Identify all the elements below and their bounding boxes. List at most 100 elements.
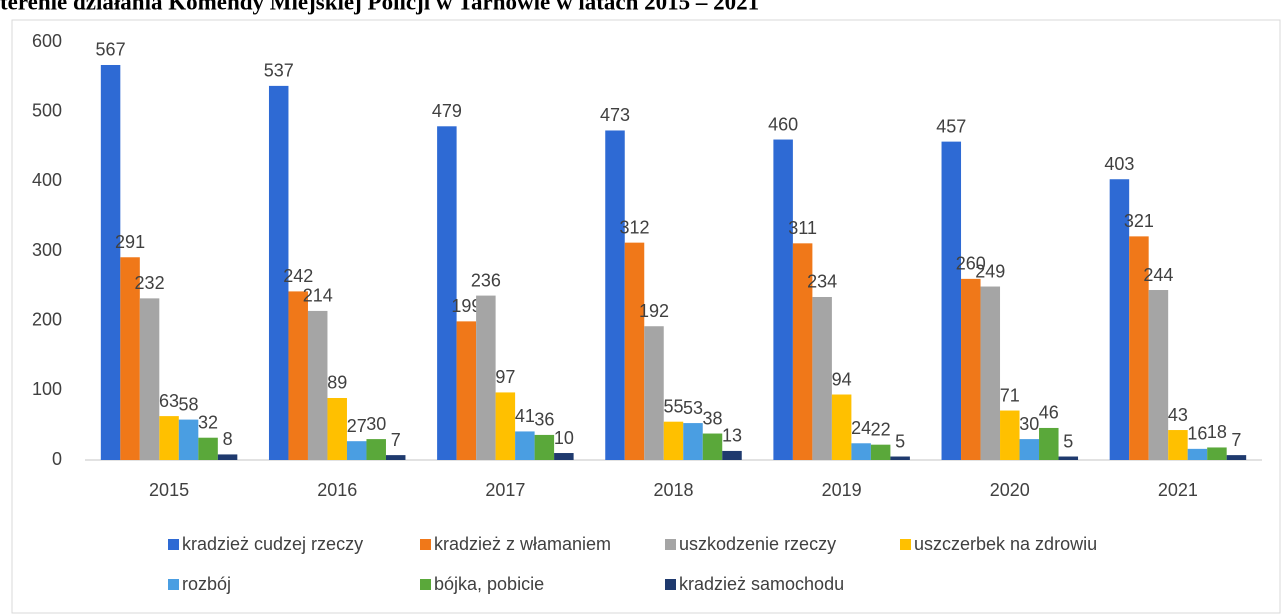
value-label: 460 bbox=[768, 114, 798, 134]
bar bbox=[178, 419, 199, 460]
legend-swatch bbox=[665, 539, 676, 550]
bar bbox=[385, 455, 406, 460]
value-label: 16 bbox=[1187, 424, 1207, 444]
bar bbox=[1187, 448, 1208, 460]
bar bbox=[831, 394, 852, 460]
value-label: 234 bbox=[807, 272, 837, 292]
bar bbox=[495, 392, 516, 460]
bar bbox=[515, 431, 535, 460]
bar bbox=[1168, 430, 1188, 460]
value-label: 10 bbox=[554, 428, 574, 448]
legend-label: kradzież z włamaniem bbox=[434, 534, 611, 554]
value-label: 94 bbox=[832, 369, 852, 389]
bar bbox=[1129, 236, 1149, 460]
value-label: 30 bbox=[366, 414, 386, 434]
bar bbox=[307, 310, 328, 460]
value-label: 43 bbox=[1168, 405, 1188, 425]
bar bbox=[980, 286, 1001, 460]
bar bbox=[890, 456, 910, 460]
bar bbox=[1109, 179, 1130, 460]
bar bbox=[100, 64, 121, 461]
legend-swatch bbox=[168, 539, 179, 550]
x-tick-label: 2021 bbox=[1158, 480, 1198, 500]
chart-frame bbox=[11, 19, 1281, 614]
y-tick-label: 300 bbox=[32, 240, 62, 260]
value-label: 311 bbox=[788, 218, 817, 238]
value-label: 18 bbox=[1207, 422, 1227, 442]
bar bbox=[812, 296, 832, 460]
bar bbox=[268, 85, 289, 460]
legend-swatch bbox=[168, 579, 179, 590]
bar bbox=[605, 130, 625, 460]
bar bbox=[456, 321, 477, 460]
y-tick-label: 100 bbox=[32, 379, 62, 399]
legend-swatch bbox=[420, 579, 431, 590]
value-label: 53 bbox=[683, 398, 703, 418]
bar bbox=[663, 421, 684, 460]
bar bbox=[722, 450, 742, 460]
value-label: 5 bbox=[895, 431, 905, 451]
legend-label: bójka, pobicie bbox=[434, 574, 544, 594]
value-label: 5 bbox=[1063, 431, 1073, 451]
value-label: 41 bbox=[515, 406, 535, 426]
legend-label: rozbój bbox=[182, 574, 231, 594]
bar bbox=[534, 434, 555, 460]
bar bbox=[870, 444, 891, 460]
legend-label: kradzież samochodu bbox=[679, 574, 844, 594]
bar bbox=[198, 437, 218, 460]
y-tick-label: 400 bbox=[32, 170, 62, 190]
bar bbox=[327, 397, 347, 460]
bar bbox=[1039, 427, 1059, 460]
bar bbox=[217, 454, 238, 460]
legend-swatch bbox=[900, 539, 911, 550]
bar bbox=[1019, 439, 1040, 460]
value-label: 242 bbox=[283, 266, 313, 286]
value-label: 457 bbox=[936, 116, 966, 136]
value-label: 24 bbox=[851, 418, 871, 438]
value-label: 199 bbox=[451, 296, 481, 316]
bar bbox=[437, 126, 457, 461]
bar bbox=[941, 141, 962, 460]
bar bbox=[366, 439, 386, 460]
value-label: 567 bbox=[96, 40, 126, 60]
bar bbox=[159, 416, 179, 460]
bar bbox=[1000, 410, 1020, 460]
value-label: 58 bbox=[179, 394, 199, 414]
value-label: 30 bbox=[1019, 414, 1039, 434]
legend-swatch bbox=[665, 579, 676, 590]
value-label: 55 bbox=[663, 396, 683, 416]
bar bbox=[961, 278, 981, 460]
bar bbox=[702, 433, 723, 460]
value-label: 236 bbox=[471, 270, 501, 290]
bar bbox=[1148, 290, 1169, 460]
value-label: 312 bbox=[619, 217, 649, 237]
y-tick-label: 200 bbox=[32, 309, 62, 329]
x-tick-label: 2016 bbox=[317, 480, 357, 500]
value-label: 214 bbox=[303, 286, 333, 306]
legend-swatch bbox=[420, 539, 431, 550]
value-label: 89 bbox=[327, 373, 347, 393]
bar bbox=[554, 453, 574, 460]
y-tick-label: 0 bbox=[52, 449, 62, 469]
value-label: 27 bbox=[347, 416, 367, 436]
x-tick-label: 2017 bbox=[485, 480, 525, 500]
value-label: 537 bbox=[264, 61, 294, 81]
bar bbox=[1058, 456, 1079, 460]
value-label: 7 bbox=[1231, 430, 1241, 450]
bar bbox=[120, 257, 140, 460]
value-label: 13 bbox=[722, 426, 742, 446]
x-tick-label: 2018 bbox=[653, 480, 693, 500]
bar bbox=[1207, 447, 1227, 460]
value-label: 97 bbox=[495, 367, 515, 387]
value-label: 244 bbox=[1143, 265, 1173, 285]
bar bbox=[644, 326, 664, 460]
value-label: 249 bbox=[975, 261, 1005, 281]
value-label: 291 bbox=[115, 232, 145, 252]
value-label: 232 bbox=[135, 273, 165, 293]
value-label: 46 bbox=[1039, 403, 1059, 423]
value-label: 473 bbox=[600, 105, 630, 125]
value-label: 8 bbox=[223, 429, 233, 449]
bar bbox=[1226, 455, 1247, 460]
bar bbox=[851, 443, 871, 460]
